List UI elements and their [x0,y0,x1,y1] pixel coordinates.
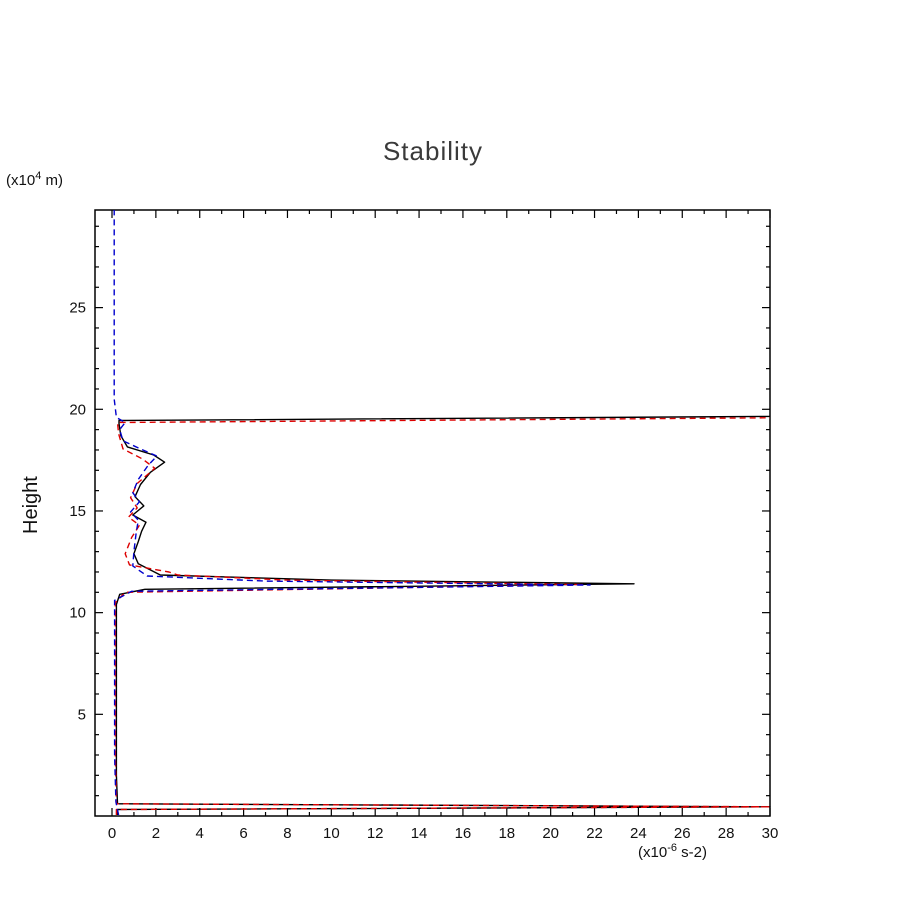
y-tick-label: 5 [78,706,86,723]
y-tick-label: 15 [69,503,86,520]
x-tick-label: 12 [367,825,384,842]
y-axis-unit-suffix: m) [41,172,63,189]
x-tick-label: 14 [411,825,428,842]
x-tick-label: 4 [196,825,204,842]
y-axis-unit-exponent: 4 [35,170,42,182]
x-tick-label: 2 [152,825,160,842]
axis-box [94,209,771,817]
x-tick-label: 30 [762,825,779,842]
profile-black-solid [115,415,771,815]
axis-ticks [95,210,771,816]
x-tick-label: 26 [674,825,691,842]
x-tick-label: 18 [498,825,515,842]
y-tick-labels: 5 10 15 20 25 [69,300,86,724]
x-tick-label: 0 [108,825,116,842]
x-axis-unit-label: (x10-6 s-2) [638,842,707,861]
x-tick-label: 6 [239,825,247,842]
x-axis-unit-prefix: (x10 [638,844,668,861]
x-axis-unit-suffix: s-2) [676,844,707,861]
series-group [113,210,771,816]
x-tick-label: 24 [630,825,647,842]
profile-blue-dashed [113,210,591,816]
y-tick-label: 25 [69,300,86,317]
x-axis-unit-exponent: -6 [667,842,677,854]
y-tick-label: 10 [69,605,86,622]
chart-title: Stability [382,136,484,166]
x-tick-labels: 0 2 4 6 8 10 12 14 16 18 20 22 24 26 28 30 [108,825,779,842]
y-tick-label: 20 [69,401,86,418]
x-tick-label: 8 [283,825,291,842]
x-tick-label: 16 [455,825,472,842]
y-axis-unit-label: (x104 m) [6,170,63,189]
x-tick-label: 22 [586,825,603,842]
y-axis-unit-prefix: (x10 [6,172,36,189]
x-tick-label: 10 [323,825,340,842]
x-tick-label: 20 [542,825,559,842]
profile-red-dashed [114,417,771,815]
x-tick-label: 28 [718,825,735,842]
